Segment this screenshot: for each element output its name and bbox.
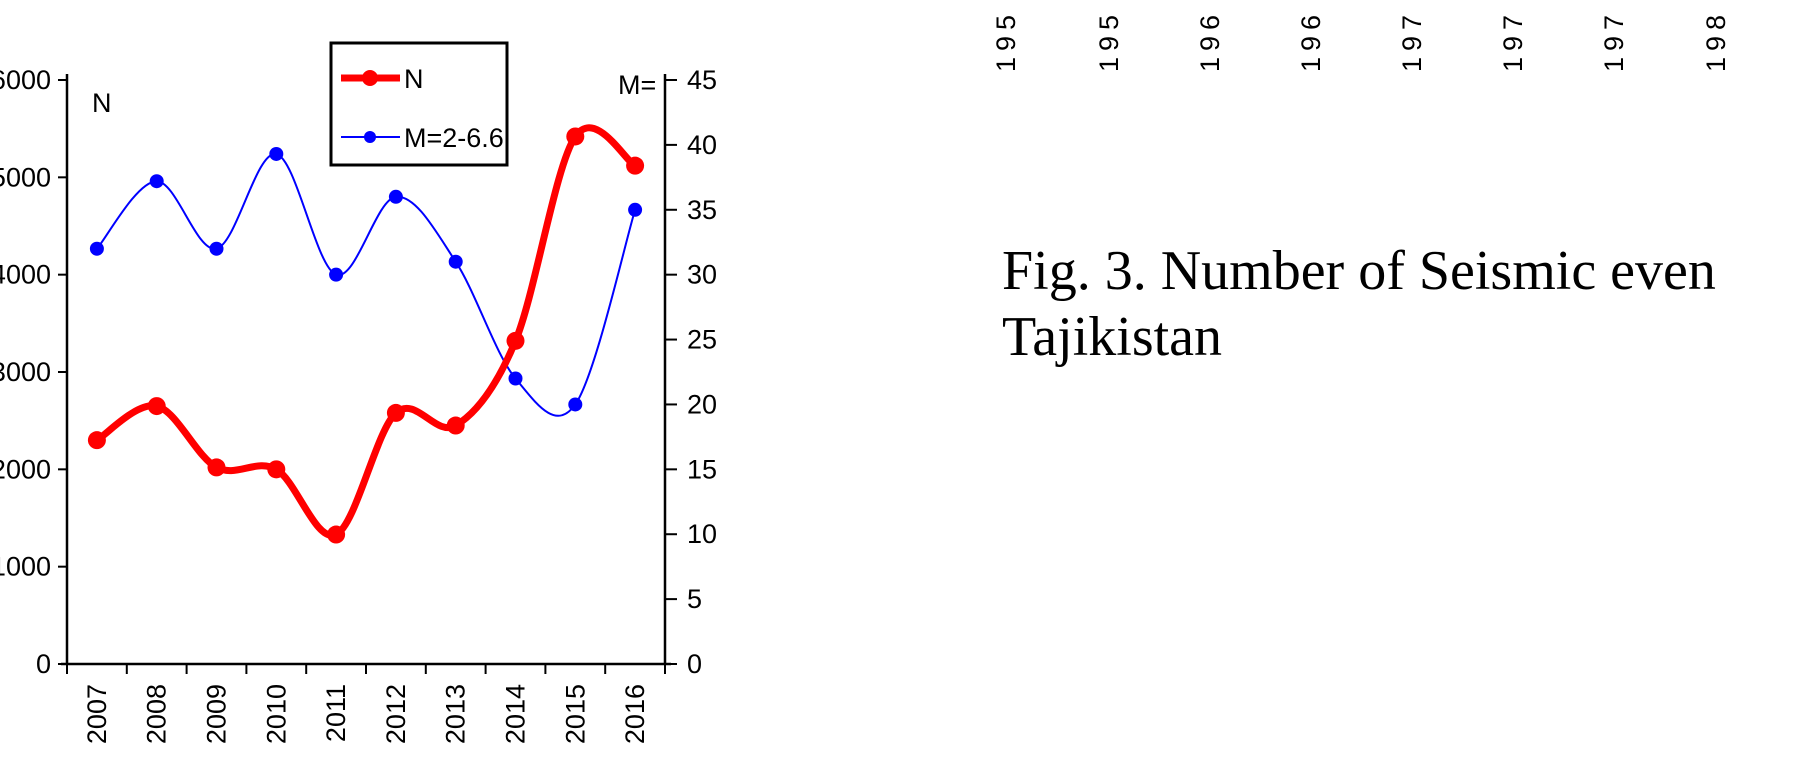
caption-line-2: Tajikistan	[1002, 306, 1223, 368]
x-tick-label: 2009	[202, 684, 232, 744]
legend-box	[329, 41, 509, 167]
right-axis-ticks: 0 5 10 15 20 25 30 35 40 45	[665, 65, 717, 679]
series-point-m-2-6-6	[628, 202, 643, 217]
x-tick-label: 2012	[381, 684, 411, 744]
x-tick-label: 2007	[82, 684, 112, 744]
left-tick-label: 4000	[0, 260, 51, 290]
left-tick-label: 6000	[0, 65, 51, 95]
x-axis-ticks: 2007 2008 2009 2010 2011 2012 2013 2014 2015 2016	[66, 664, 666, 744]
left-tick-label: 2000	[0, 454, 51, 484]
series-point-n	[506, 331, 525, 350]
right-tick-label: 0	[687, 649, 702, 679]
left-tick-label: 3000	[0, 357, 51, 387]
right-tick-label: 15	[687, 454, 717, 484]
series-point-n	[566, 127, 585, 146]
legend-m-label: M=2-6.6	[404, 123, 504, 153]
series-point-m-2-6-6	[568, 397, 583, 412]
series-point-m-2-6-6	[388, 189, 403, 204]
series-point-n	[267, 460, 286, 479]
top-year-label: 196	[1195, 9, 1225, 72]
series-point-m-2-6-6	[508, 371, 523, 386]
top-year-label: 197	[1599, 9, 1629, 72]
series-point-m-2-6-6	[209, 241, 224, 256]
series-line-n	[94, 124, 638, 539]
figure-caption: Fig. 3. Number of Seismic even Tajikista…	[1002, 238, 1716, 370]
right-tick-label: 40	[687, 130, 717, 160]
x-tick-label: 2015	[560, 684, 590, 744]
series-point-n	[386, 403, 405, 422]
top-year-label: 197	[1498, 9, 1528, 72]
series-point-m-2-6-6	[329, 267, 344, 282]
series-point-m-2-6-6	[448, 254, 463, 269]
top-year-label: 195	[1094, 9, 1124, 72]
series-point-n	[147, 397, 166, 416]
right-axis-label: M=	[618, 70, 656, 100]
x-tick-label: 2010	[261, 684, 291, 744]
x-tick-label: 2014	[501, 684, 531, 744]
right-tick-label: 5	[687, 584, 702, 614]
right-tick-label: 25	[687, 325, 717, 355]
legend-n-label: N	[404, 64, 424, 94]
series-point-m-2-6-6	[149, 174, 164, 189]
x-tick-label: 2016	[620, 684, 650, 744]
series-point-n	[626, 156, 645, 175]
left-tick-label: 1000	[0, 552, 51, 582]
series-point-n	[87, 431, 106, 450]
x-tick-label: 2013	[441, 684, 471, 744]
legend-m-marker	[364, 131, 376, 143]
right-tick-label: 30	[687, 260, 717, 290]
left-tick-label: 5000	[0, 162, 51, 192]
right-tick-label: 35	[687, 195, 717, 225]
legend-n-marker	[362, 70, 378, 86]
series-point-m-2-6-6	[89, 241, 104, 256]
top-year-label: 196	[1296, 9, 1326, 72]
series-point-n	[446, 416, 465, 435]
top-year-label: 195	[991, 9, 1021, 72]
top-cut-labels: 195 195 196 196 197 197 197 198	[991, 9, 1731, 72]
left-axis-ticks: 0 1000 2000 3000 4000 5000 6000	[0, 65, 67, 679]
series-layer	[87, 124, 645, 544]
series-point-n	[327, 525, 346, 544]
top-year-label: 197	[1397, 9, 1427, 72]
series-line-m-2-6-6	[96, 152, 637, 417]
series-point-n	[207, 458, 226, 477]
caption-line-1: Fig. 3. Number of Seismic even	[1002, 240, 1716, 302]
right-tick-label: 45	[687, 65, 717, 95]
left-axis-label: N	[92, 88, 112, 118]
legend: N M=2-6.6	[329, 41, 509, 167]
right-tick-label: 20	[687, 389, 717, 419]
top-year-label: 198	[1701, 9, 1731, 72]
x-tick-label: 2008	[142, 684, 172, 744]
series-point-m-2-6-6	[269, 146, 284, 161]
left-tick-label: 0	[36, 649, 51, 679]
right-tick-label: 10	[687, 519, 717, 549]
x-tick-label: 2011	[321, 684, 351, 742]
